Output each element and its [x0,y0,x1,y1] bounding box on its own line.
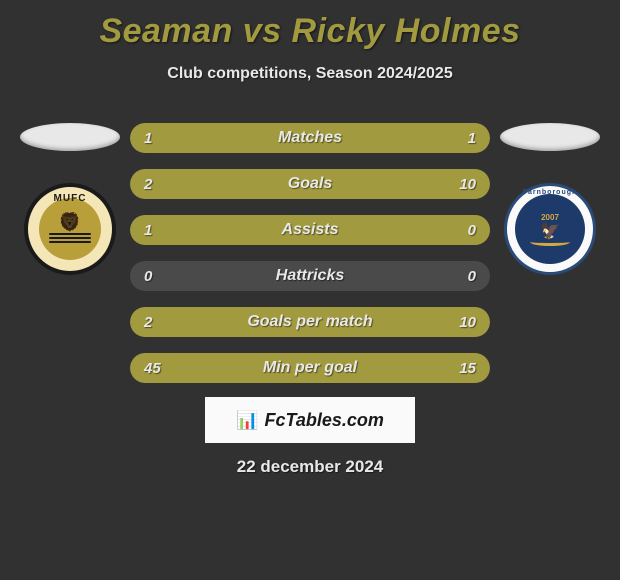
stat-label: Min per goal [263,359,357,377]
stat-value-right: 1 [468,130,476,147]
stat-row: 1 Assists 0 [130,215,490,245]
stat-value-right: 0 [468,268,476,285]
swoosh-icon [530,238,570,246]
stat-value-right: 10 [459,176,476,193]
chart-icon: 📊 [236,410,258,431]
lion-icon: 🦁 [59,213,81,231]
subtitle: Club competitions, Season 2024/2025 [0,65,620,83]
stat-value-left: 0 [144,268,152,285]
stat-value-left: 1 [144,222,152,239]
stat-row: 2 Goals per match 10 [130,307,490,337]
stat-value-right: 15 [459,360,476,377]
comparison-panel: MUFC 🦁 1 Matches 1 2 Goals 10 1 Assists 0 0 Hattri… [0,123,620,383]
stat-value-left: 45 [144,360,161,377]
stat-label: Goals per match [247,313,372,331]
stat-value-left: 2 [144,314,152,331]
badge-left-text: MUFC [54,193,87,204]
stat-value-left: 1 [144,130,152,147]
player-left-col: MUFC 🦁 [20,123,120,275]
source-logo-text: FcTables.com [265,410,384,431]
stat-label: Hattricks [276,267,344,285]
player-right-col: Farnborough 2007 🦅 [500,123,600,275]
badge-left-inner: 🦁 [39,198,101,260]
club-badge-left: MUFC 🦁 [24,183,116,275]
stat-label: Goals [288,175,332,193]
stat-row: 2 Goals 10 [130,169,490,199]
stat-fill-left [130,169,191,199]
stat-label: Matches [278,129,342,147]
stats-column: 1 Matches 1 2 Goals 10 1 Assists 0 0 Hattricks 0 2 Go… [130,123,490,383]
badge-right-year: 2007 [541,213,559,222]
source-logo: 📊 FcTables.com [205,397,415,443]
club-badge-right: Farnborough 2007 🦅 [504,183,596,275]
stat-value-right: 10 [459,314,476,331]
badge-right-inner: 2007 🦅 [515,194,585,264]
stat-value-left: 2 [144,176,152,193]
waves-icon [49,233,91,245]
page-title: Seaman vs Ricky Holmes [0,0,620,51]
date-label: 22 december 2024 [0,457,620,477]
stat-fill-right [191,169,490,199]
stat-row: 45 Min per goal 15 [130,353,490,383]
stat-label: Assists [282,221,339,239]
player-right-placeholder [500,123,600,151]
stat-value-right: 0 [468,222,476,239]
player-left-placeholder [20,123,120,151]
stat-row: 1 Matches 1 [130,123,490,153]
stat-fill-left [130,307,191,337]
stat-row: 0 Hattricks 0 [130,261,490,291]
